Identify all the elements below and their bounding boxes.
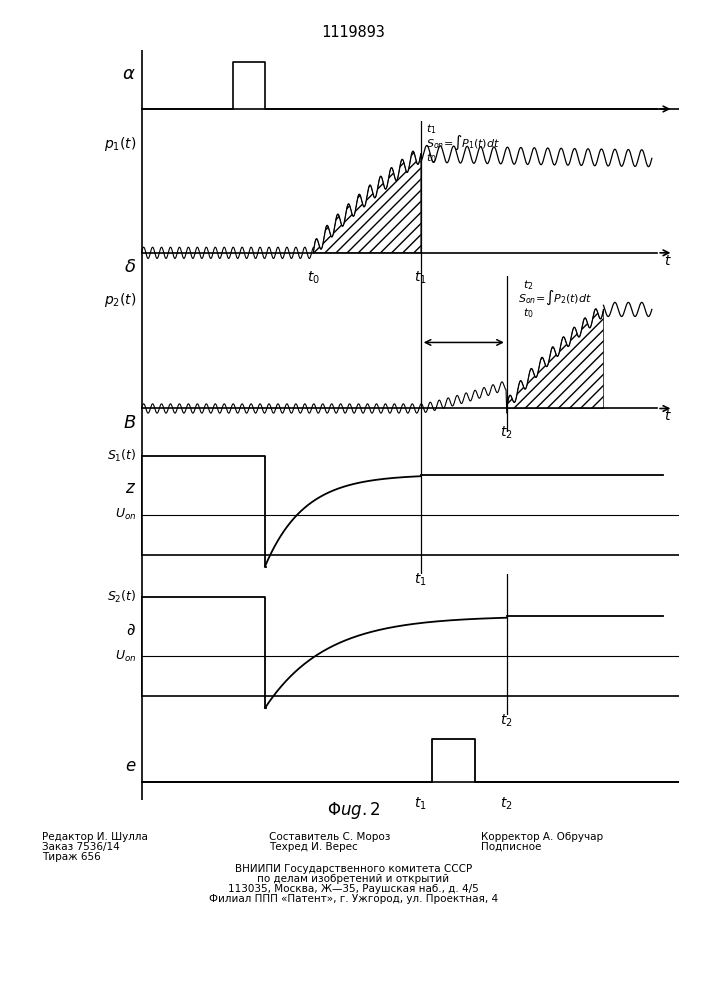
Text: $t_0$: $t_0$ (523, 307, 534, 320)
Text: $\mathit{z}$: $\mathit{z}$ (125, 480, 136, 497)
Text: $\alpha$: $\alpha$ (122, 65, 136, 83)
Text: $S_2(t)$: $S_2(t)$ (107, 589, 136, 605)
Text: $t_2$: $t_2$ (523, 278, 533, 292)
Text: $t_0$: $t_0$ (426, 151, 437, 165)
Text: ВНИИПИ Государственного комитета СССР: ВНИИПИ Государственного комитета СССР (235, 864, 472, 874)
Text: $S_{on}\!=\!\int P_1(t)dt$: $S_{on}\!=\!\int P_1(t)dt$ (426, 134, 501, 152)
Text: Корректор А. Обручар: Корректор А. Обручар (481, 832, 603, 842)
Text: $t$: $t$ (664, 254, 672, 268)
Text: $S_1(t)$: $S_1(t)$ (107, 448, 136, 464)
Text: $\partial$: $\partial$ (127, 622, 136, 639)
Text: $t_2$: $t_2$ (501, 795, 513, 812)
Text: $t_0$: $t_0$ (307, 269, 320, 286)
Text: Заказ 7536/14: Заказ 7536/14 (42, 842, 120, 852)
Text: Тираж 656: Тираж 656 (42, 852, 101, 862)
Text: $p_2(t)$: $p_2(t)$ (103, 291, 136, 309)
Text: $\delta$: $\delta$ (124, 258, 136, 276)
Text: $t$: $t$ (664, 409, 672, 423)
Text: Составитель С. Мороз: Составитель С. Мороз (269, 832, 390, 842)
Text: $S_{on}\!=\!\int P_2(t)dt$: $S_{on}\!=\!\int P_2(t)dt$ (518, 289, 592, 307)
Text: $U_{on}$: $U_{on}$ (115, 649, 136, 664)
Text: $t_1$: $t_1$ (414, 571, 427, 588)
Text: по делам изобретений и открытий: по делам изобретений и открытий (257, 874, 450, 884)
Text: $t_1$: $t_1$ (414, 795, 427, 812)
Text: $t_1$: $t_1$ (414, 269, 427, 286)
Text: Подписное: Подписное (481, 842, 541, 852)
Text: $p_1(t)$: $p_1(t)$ (103, 135, 136, 153)
Text: $t_1$: $t_1$ (426, 123, 437, 136)
Text: Техред И. Верес: Техред И. Верес (269, 842, 358, 852)
Text: $\Phi u\mathit{g}.2$: $\Phi u\mathit{g}.2$ (327, 800, 380, 821)
Text: $t_2$: $t_2$ (501, 713, 513, 729)
Text: Филиал ППП «Патент», г. Ужгород, ул. Проектная, 4: Филиал ППП «Патент», г. Ужгород, ул. Про… (209, 894, 498, 904)
Text: Редактор И. Шулла: Редактор И. Шулла (42, 832, 148, 842)
Text: $t_2$: $t_2$ (501, 425, 513, 441)
Text: 113035, Москва, Ж—35, Раушская наб., д. 4/5: 113035, Москва, Ж—35, Раушская наб., д. … (228, 884, 479, 894)
Text: $e$: $e$ (124, 758, 136, 775)
Text: 1119893: 1119893 (322, 25, 385, 40)
Text: $U_{on}$: $U_{on}$ (115, 507, 136, 522)
Text: $\mathit{B}$: $\mathit{B}$ (123, 414, 136, 432)
